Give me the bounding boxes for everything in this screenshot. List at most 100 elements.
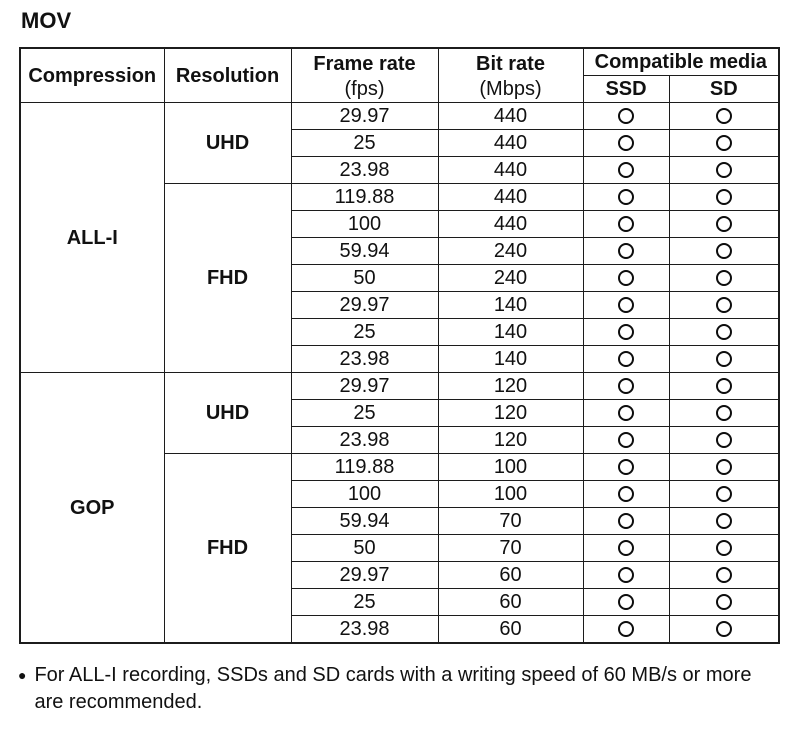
ssd-compatible-cell <box>582 480 670 508</box>
page-title: MOV <box>21 8 72 33</box>
compression-cell: ALL-I <box>19 102 165 373</box>
ssd-compatible-cell <box>582 399 670 427</box>
bit-rate-cell: 120 <box>437 399 584 427</box>
bit-rate-cell: 70 <box>437 534 584 562</box>
resolution-cell: UHD <box>163 372 292 454</box>
ssd-compatible-cell <box>582 291 670 319</box>
compatible-circle-icon <box>618 134 634 151</box>
frame-rate-cell: 25 <box>290 129 439 157</box>
bit-rate-cell: 60 <box>437 588 584 616</box>
compression-cell: GOP <box>19 372 165 644</box>
sd-compatible-cell <box>668 615 780 644</box>
sd-compatible-cell <box>668 426 780 454</box>
resolution-cell: FHD <box>163 453 292 644</box>
table-row: 25 120 <box>20 399 780 427</box>
compatible-circle-icon <box>618 296 634 313</box>
compatible-circle-icon <box>618 593 634 610</box>
frame-rate-cell: 100 <box>290 480 439 508</box>
table-row: FHD 119.88 440 <box>20 183 780 373</box>
compatible-circle-icon <box>618 323 634 340</box>
bit-rate-cell: 440 <box>437 156 584 184</box>
table-row: 25 60 <box>20 588 780 616</box>
frame-rate-cell: 100 <box>290 210 439 238</box>
ssd-compatible-cell <box>582 345 670 373</box>
col-header-compression: Compression <box>19 47 165 103</box>
table-row: 59.94 240 <box>20 237 780 265</box>
ssd-compatible-cell <box>582 534 670 562</box>
sd-compatible-cell <box>668 237 780 265</box>
resolution-cell: FHD <box>163 183 292 373</box>
bit-rate-unit-label: (Mbps) <box>479 77 542 100</box>
frame-rate-cell: 119.88 <box>290 183 439 211</box>
compatible-circle-icon <box>618 539 634 556</box>
sd-compatible-cell <box>668 183 780 211</box>
compatible-circle-icon <box>715 512 732 529</box>
bit-rate-cell: 440 <box>437 102 584 130</box>
sd-compatible-cell <box>668 480 780 508</box>
ssd-compatible-cell <box>582 156 670 184</box>
compatible-circle-icon <box>715 377 732 394</box>
compatible-circle-icon <box>715 431 732 448</box>
ssd-compatible-cell <box>582 129 670 157</box>
sd-compatible-cell <box>668 588 780 616</box>
compatible-circle-icon <box>715 566 732 583</box>
sd-compatible-cell <box>668 210 780 238</box>
compatible-circle-icon <box>618 350 634 367</box>
col-header-ssd: SSD <box>582 75 670 103</box>
table-row: 50 70 <box>20 534 780 562</box>
bit-rate-cell: 70 <box>437 507 584 535</box>
bit-rate-cell: 140 <box>437 318 584 346</box>
frame-rate-cell: 29.97 <box>290 291 439 319</box>
bit-rate-label: Bit rate <box>476 52 545 75</box>
compatible-circle-icon <box>618 431 634 448</box>
table-row: 23.98 60 <box>20 615 780 644</box>
bit-rate-cell: 120 <box>437 426 584 454</box>
sd-compatible-cell <box>668 372 780 400</box>
compatible-circle-icon <box>715 593 732 610</box>
ssd-compatible-cell <box>582 210 670 238</box>
ssd-compatible-cell <box>582 102 670 130</box>
bit-rate-cell: 100 <box>437 480 584 508</box>
compatible-circle-icon <box>618 620 634 637</box>
ssd-compatible-cell <box>582 264 670 292</box>
compatible-circle-icon <box>715 134 732 151</box>
compatible-circle-icon <box>618 485 634 502</box>
compatible-circle-icon <box>618 458 634 475</box>
bit-rate-cell: 140 <box>437 345 584 373</box>
compatible-circle-icon <box>715 296 732 313</box>
table-body: ALL-I UHD 29.97 440 25 440 23.98 440 FHD 119.88 44… <box>19 102 780 644</box>
frame-rate-cell: 25 <box>290 318 439 346</box>
sd-compatible-cell <box>668 534 780 562</box>
sd-compatible-cell <box>668 291 780 319</box>
table-row: GOP UHD 29.97 120 <box>19 372 780 644</box>
compatible-circle-icon <box>618 269 634 286</box>
compatible-circle-icon <box>618 404 634 421</box>
col-header-sd: SD <box>668 75 780 103</box>
table-row: ALL-I UHD 29.97 440 <box>19 102 780 373</box>
table-row: 50 240 <box>20 264 780 292</box>
ssd-compatible-cell <box>582 507 670 535</box>
bit-rate-cell: 100 <box>437 453 584 481</box>
compatible-circle-icon <box>715 242 732 259</box>
ssd-compatible-cell <box>582 372 670 400</box>
compatible-circle-icon <box>618 566 634 583</box>
bit-rate-cell: 120 <box>437 372 584 400</box>
resolution-cell: UHD <box>163 102 292 184</box>
bit-rate-cell: 240 <box>437 264 584 292</box>
table-header: Compression Resolution Frame rate (fps) … <box>19 47 780 103</box>
ssd-compatible-cell <box>582 318 670 346</box>
compatible-circle-icon <box>618 242 634 259</box>
col-header-frame-rate: Frame rate (fps) <box>290 47 439 103</box>
frame-rate-cell: 59.94 <box>290 237 439 265</box>
compatible-circle-icon <box>618 377 634 394</box>
ssd-compatible-cell <box>582 588 670 616</box>
col-header-bit-rate: Bit rate (Mbps) <box>437 47 584 103</box>
frame-rate-cell: 29.97 <box>290 372 439 400</box>
frame-rate-cell: 23.98 <box>290 426 439 454</box>
bit-rate-cell: 60 <box>437 615 584 644</box>
sd-compatible-cell <box>668 453 780 481</box>
compatible-circle-icon <box>618 107 634 124</box>
compatible-circle-icon <box>715 215 732 232</box>
compatible-circle-icon <box>715 269 732 286</box>
bullet-icon: ● <box>18 667 27 683</box>
